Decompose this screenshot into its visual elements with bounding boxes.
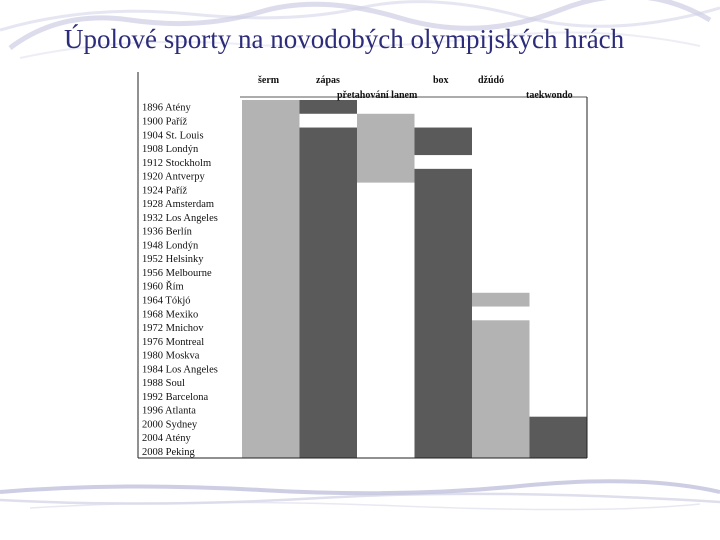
series-header-3: přetahování lanem (337, 90, 418, 101)
category-label-6: 1920 Antverpy (142, 172, 205, 183)
series-header-2: zápas (316, 75, 340, 86)
top-decoration (0, 0, 720, 59)
category-label-22: 1992 Barcelona (142, 392, 209, 403)
category-label-16: 1968 Mexiko (142, 309, 198, 320)
slide-title: Úpolové sporty na novodobých olympijskýc… (64, 24, 625, 54)
series-header-1: šerm (258, 75, 280, 86)
category-label-24: 2000 Sydney (142, 419, 198, 430)
category-label-26: 2008 Peking (142, 447, 196, 458)
category-label-25: 2004 Atény (142, 433, 191, 444)
category-label-23: 1996 Atlanta (142, 406, 196, 417)
series-header-5: džúdó (478, 75, 504, 86)
category-label-1: 1896 Atény (142, 103, 191, 114)
category-label-8: 1928 Amsterdam (142, 199, 214, 210)
bar-2-3 (299, 127, 357, 459)
series-header-6: taekwondo (526, 90, 573, 101)
category-label-18: 1976 Montreal (142, 337, 204, 348)
category-label-5: 1912 Stockholm (142, 158, 211, 169)
category-label-15: 1964 Tókjó (142, 296, 191, 307)
bar-6-24 (529, 416, 587, 458)
category-label-4: 1908 Londýn (142, 144, 199, 155)
bar-1-1 (242, 100, 300, 458)
category-label-19: 1980 Moskva (142, 351, 200, 362)
category-label-7: 1924 Paříž (142, 185, 188, 196)
category-label-20: 1984 Los Angeles (142, 364, 218, 375)
category-label-3: 1904 St. Louis (142, 130, 204, 141)
category-label-21: 1988 Soul (142, 378, 185, 389)
category-label-14: 1960 Řím (142, 281, 184, 293)
bar-4-3 (414, 127, 472, 156)
bar-4-6 (414, 168, 472, 458)
category-label-17: 1972 Mnichov (142, 323, 204, 334)
category-label-12: 1952 Helsinky (142, 254, 204, 265)
category-label-9: 1932 Los Angeles (142, 213, 218, 224)
bar-5-17 (472, 320, 530, 458)
category-label-2: 1900 Paříž (142, 117, 188, 128)
category-label-10: 1936 Berlín (142, 227, 193, 238)
category-label-13: 1956 Melbourne (142, 268, 212, 279)
bar-5-15 (472, 292, 530, 307)
series-header-4: box (433, 75, 449, 86)
category-label-11: 1948 Londýn (142, 240, 199, 251)
bar-2-1 (299, 100, 357, 114)
bar-3-2 (357, 113, 415, 183)
bottom-decoration (0, 479, 720, 511)
